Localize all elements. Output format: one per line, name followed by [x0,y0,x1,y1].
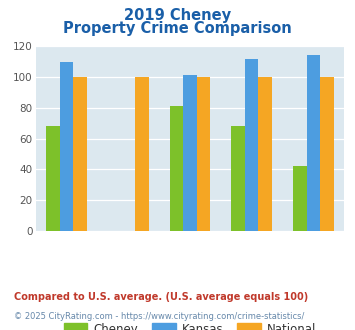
Bar [46,126,60,231]
Bar [60,62,73,231]
Bar [245,58,258,231]
Bar [258,77,272,231]
Bar [197,77,210,231]
Text: Compared to U.S. average. (U.S. average equals 100): Compared to U.S. average. (U.S. average … [14,292,308,302]
Bar [320,77,334,231]
Bar [170,106,183,231]
Text: 2019 Cheney: 2019 Cheney [124,8,231,23]
Text: © 2025 CityRating.com - https://www.cityrating.com/crime-statistics/: © 2025 CityRating.com - https://www.city… [14,312,305,321]
Bar [183,76,197,231]
Bar [293,166,307,231]
Text: Property Crime Comparison: Property Crime Comparison [63,21,292,36]
Bar [231,126,245,231]
Legend: Cheney, Kansas, National: Cheney, Kansas, National [59,318,321,330]
Bar [73,77,87,231]
Bar [135,77,148,231]
Bar [307,55,320,231]
